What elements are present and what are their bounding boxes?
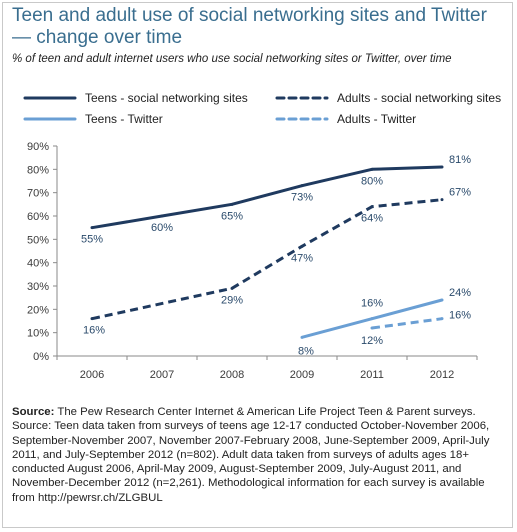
source-text: The Pew Research Center Internet & Ameri… <box>12 406 490 504</box>
data-label: 73% <box>291 192 313 204</box>
data-label: 81% <box>449 154 471 166</box>
data-label: 16% <box>449 310 471 322</box>
data-label: 16% <box>83 325 105 337</box>
x-tick-label: 2008 <box>220 369 244 381</box>
data-point <box>440 198 444 202</box>
x-tick-label: 2009 <box>290 369 314 381</box>
data-point <box>90 317 94 321</box>
y-tick-label: 80% <box>27 164 49 176</box>
data-point <box>230 202 234 206</box>
series-line <box>371 317 443 330</box>
data-point <box>440 165 444 169</box>
data-point <box>370 317 374 321</box>
y-tick-label: 90% <box>27 141 49 153</box>
y-tick-label: 40% <box>27 258 49 270</box>
y-tick-label: 70% <box>27 188 49 200</box>
data-label: 29% <box>221 294 243 306</box>
data-label: 55% <box>81 234 103 246</box>
x-tick-label: 2012 <box>430 369 454 381</box>
data-point <box>370 167 374 171</box>
chart-title: Teen and adult use of social networking … <box>12 5 487 48</box>
data-point <box>90 226 94 230</box>
data-label: 64% <box>361 213 383 225</box>
data-label: 24% <box>449 287 471 299</box>
y-tick-label: 60% <box>27 211 49 223</box>
data-label: 80% <box>361 175 383 187</box>
data-point <box>370 205 374 209</box>
data-point <box>300 335 304 339</box>
data-label: 67% <box>449 187 471 199</box>
legend-label: Adults - Twitter <box>337 112 416 126</box>
data-label: 12% <box>361 335 383 347</box>
data-label: 8% <box>298 345 314 357</box>
legend-label: Adults - social networking sites <box>337 91 501 105</box>
y-tick-label: 30% <box>27 281 49 293</box>
legend-label: Teens - social networking sites <box>85 91 248 105</box>
figure-frame <box>2 2 513 528</box>
data-point <box>230 286 234 290</box>
data-label: 65% <box>221 210 243 222</box>
source-note: Source: The Pew Research Center Internet… <box>12 405 506 505</box>
data-label: 60% <box>151 222 173 234</box>
legend-label: Teens - Twitter <box>85 112 163 126</box>
x-tick-label: 2011 <box>360 369 384 381</box>
x-tick-label: 2007 <box>150 369 174 381</box>
line-chart: Teens - social networking sites Adults - … <box>23 91 501 381</box>
x-tick-label: 2006 <box>80 369 104 381</box>
data-point <box>370 326 374 330</box>
data-point <box>160 214 164 218</box>
series-line <box>91 165 443 230</box>
data-point <box>300 184 304 188</box>
y-tick-label: 10% <box>27 328 49 340</box>
data-point <box>440 317 444 321</box>
y-tick-label: 0% <box>33 351 49 363</box>
source-label: Source: <box>12 406 55 418</box>
data-label: 16% <box>361 298 383 310</box>
data-point <box>300 244 304 248</box>
data-label: 47% <box>291 252 313 264</box>
chart-subtitle: % of teen and adult internet users who u… <box>12 53 452 65</box>
y-tick-label: 50% <box>27 234 49 246</box>
data-point <box>440 298 444 302</box>
y-tick-label: 20% <box>27 304 49 316</box>
